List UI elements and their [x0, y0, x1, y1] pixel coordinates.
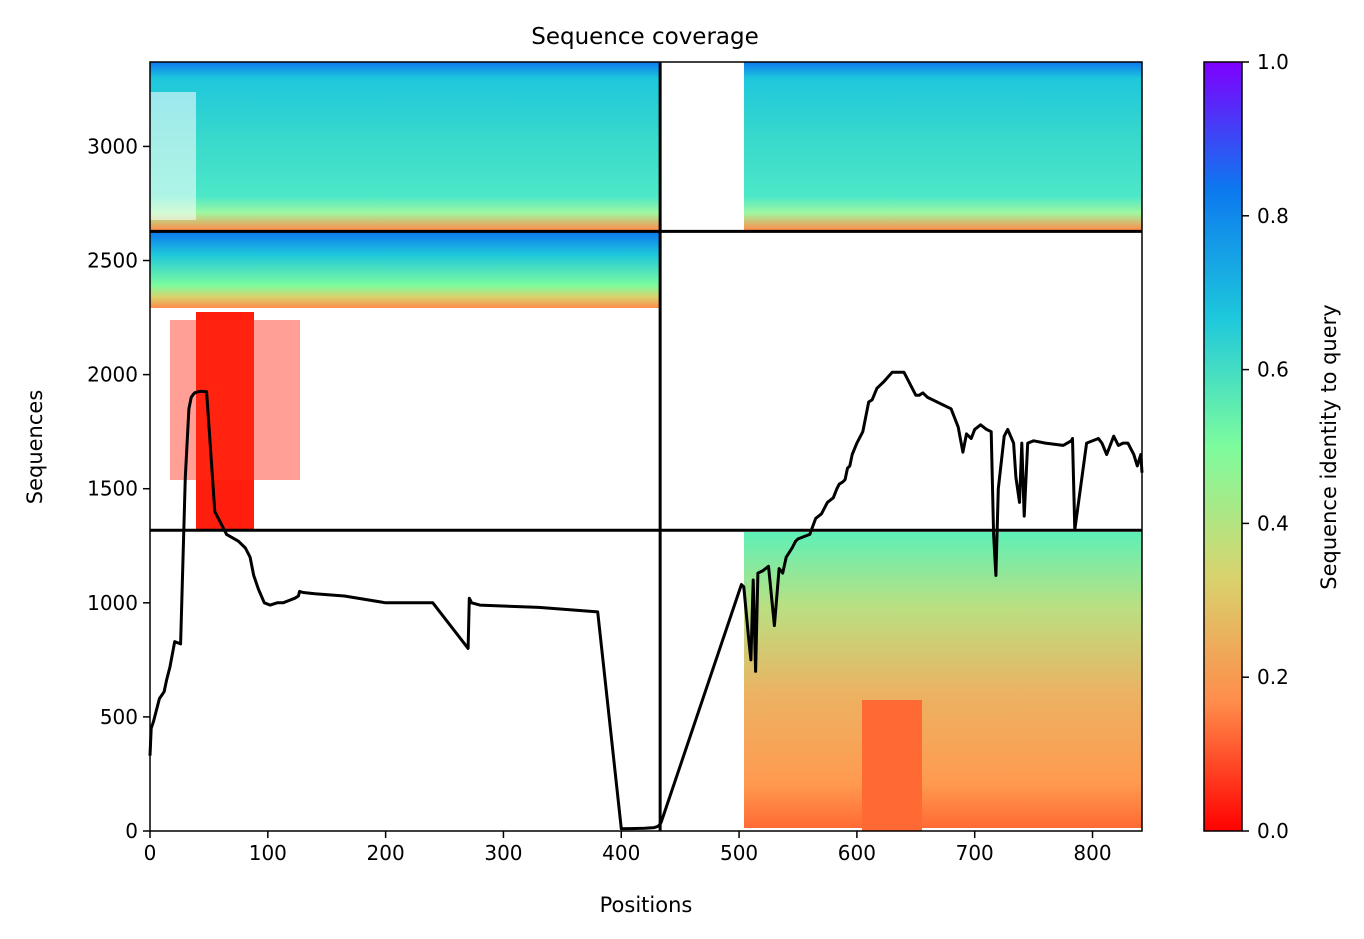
- colorbar-tick-label: 0.8: [1257, 204, 1289, 228]
- heat-block-top-left-gap: [150, 92, 196, 220]
- x-tick-label: 100: [249, 841, 287, 865]
- colorbar-tick-label: 0.4: [1257, 511, 1289, 535]
- x-tick-label: 600: [838, 841, 876, 865]
- x-axis-ticks: 0 100 200 300 400 500 600 700 800: [144, 831, 1112, 865]
- y-tick-label: 2000: [87, 363, 138, 387]
- plot-area: [148, 61, 1144, 832]
- x-tick-label: 800: [1073, 841, 1111, 865]
- colorbar: 0.0 0.2 0.4 0.6 0.8 1.0 Sequence identity to …: [1203, 50, 1341, 843]
- colorbar-tick-label: 0.0: [1257, 819, 1289, 843]
- heat-block-mid-left: [150, 232, 660, 308]
- y-axis-label: Sequences: [23, 390, 47, 505]
- x-axis-label: Positions: [600, 893, 693, 917]
- y-tick-label: 3000: [87, 134, 138, 158]
- x-tick-label: 500: [720, 841, 758, 865]
- boundary-lines: [150, 62, 1142, 831]
- y-tick-label: 1500: [87, 477, 138, 501]
- plot-frame: [149, 61, 1143, 832]
- chart-title: Sequence coverage: [531, 24, 759, 50]
- x-tick-label: 700: [956, 841, 994, 865]
- colorbar-tick-label: 0.6: [1257, 358, 1289, 382]
- heat-block-bottom-peak: [862, 700, 922, 831]
- heat-block-top-left: [150, 62, 660, 230]
- colorbar-tick-label: 0.2: [1257, 665, 1289, 689]
- colorbar-gradient: [1203, 61, 1243, 832]
- y-tick-label: 2500: [87, 249, 138, 273]
- y-axis-ticks: 0 500 1000 1500 2000 2500 3000: [87, 134, 150, 843]
- x-tick-label: 0: [144, 841, 157, 865]
- colorbar-tick-label: 1.0: [1257, 50, 1289, 74]
- x-tick-label: 200: [367, 841, 405, 865]
- colorbar-ticks: 0.0 0.2 0.4 0.6 0.8 1.0: [1242, 50, 1289, 843]
- heat-block-red: [196, 312, 254, 529]
- x-tick-label: 400: [602, 841, 640, 865]
- y-tick-label: 1000: [87, 591, 138, 615]
- identity-heatmap: [150, 62, 1142, 831]
- x-tick-label: 300: [484, 841, 522, 865]
- y-tick-label: 500: [100, 705, 138, 729]
- y-tick-label: 0: [125, 819, 138, 843]
- coverage-line: [148, 370, 1144, 831]
- heat-block-top-right: [744, 62, 1142, 230]
- colorbar-label: Sequence identity to query: [1317, 304, 1341, 589]
- heat-block-bottom-right: [744, 532, 1142, 828]
